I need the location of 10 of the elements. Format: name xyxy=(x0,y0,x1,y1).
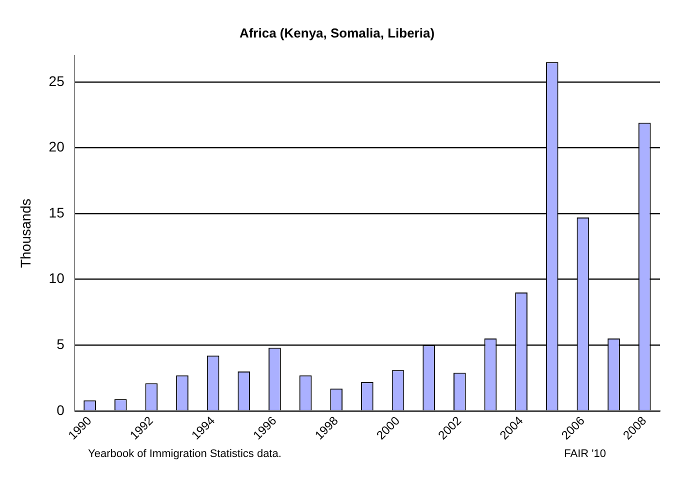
y-tick-label: 15 xyxy=(48,204,65,220)
y-tick-label: 25 xyxy=(48,72,65,89)
y-tick-label: 5 xyxy=(56,336,65,352)
y-axis-title: Thousands xyxy=(17,198,34,268)
text: Yearbook of Immigration Statistics data. xyxy=(88,448,282,460)
y-tick-label: 20 xyxy=(48,138,65,155)
chart-title: Africa (Kenya, Somalia, Liberia) xyxy=(239,25,435,40)
text: FAIR '10 xyxy=(564,448,606,460)
y-tick-label: 10 xyxy=(48,270,65,286)
y-tick-label: 0 xyxy=(56,402,65,418)
